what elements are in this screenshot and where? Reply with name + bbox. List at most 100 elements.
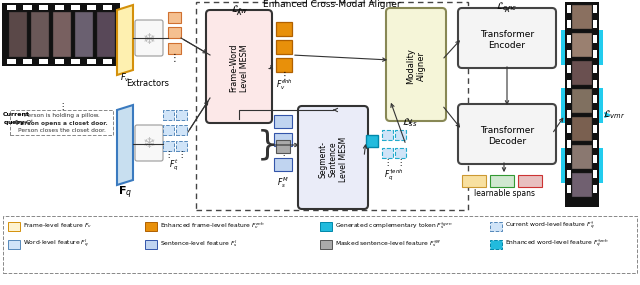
Bar bbox=[145, 222, 157, 231]
Bar bbox=[8, 240, 20, 249]
Bar bbox=[567, 5, 571, 13]
Bar bbox=[567, 110, 571, 118]
Text: $F_v$: $F_v$ bbox=[120, 72, 130, 84]
Bar bbox=[567, 95, 571, 103]
Bar bbox=[7, 59, 16, 64]
Bar bbox=[320, 240, 332, 249]
FancyBboxPatch shape bbox=[206, 10, 272, 123]
Bar bbox=[87, 5, 96, 10]
Text: $F_v^{enh}$: $F_v^{enh}$ bbox=[276, 78, 292, 92]
Bar bbox=[176, 110, 187, 120]
Bar bbox=[55, 5, 64, 10]
Bar bbox=[168, 43, 181, 54]
Bar bbox=[8, 222, 20, 231]
FancyBboxPatch shape bbox=[386, 8, 446, 121]
Bar bbox=[572, 61, 592, 85]
Text: ⋮: ⋮ bbox=[383, 158, 391, 166]
Bar bbox=[593, 110, 597, 118]
Bar bbox=[168, 27, 181, 38]
Bar bbox=[103, 5, 112, 10]
Bar bbox=[274, 115, 292, 128]
Bar bbox=[599, 30, 603, 65]
Text: ⋮: ⋮ bbox=[279, 148, 287, 158]
Bar bbox=[593, 5, 597, 13]
Text: $F_s^M$: $F_s^M$ bbox=[277, 176, 289, 190]
Text: Enhanced frame-level feature $F_v^{enh}$: Enhanced frame-level feature $F_v^{enh}$ bbox=[160, 221, 265, 231]
Bar bbox=[382, 130, 393, 140]
Text: ❄: ❄ bbox=[143, 32, 156, 46]
Bar bbox=[518, 175, 542, 187]
Bar bbox=[593, 125, 597, 133]
Bar bbox=[23, 5, 32, 10]
Text: Current
query $Q^t$: Current query $Q^t$ bbox=[3, 112, 35, 128]
Bar bbox=[572, 145, 592, 169]
Text: $\mathcal{L}_{enc}$: $\mathcal{L}_{enc}$ bbox=[497, 1, 518, 13]
Bar bbox=[145, 240, 157, 249]
Bar bbox=[276, 58, 292, 72]
Text: Segment-
Sentence
Level MESM: Segment- Sentence Level MESM bbox=[318, 137, 348, 182]
Bar bbox=[366, 135, 378, 147]
Bar bbox=[599, 148, 603, 183]
Bar bbox=[276, 22, 292, 36]
Text: ⋮: ⋮ bbox=[279, 71, 289, 81]
Bar bbox=[163, 141, 174, 151]
Text: $F_q^t$: $F_q^t$ bbox=[169, 157, 179, 173]
Bar bbox=[9, 12, 27, 57]
Bar bbox=[567, 50, 571, 58]
Text: Person closes the closet door.: Person closes the closet door. bbox=[18, 127, 106, 133]
Text: Sentence-level feature $F_s^l$: Sentence-level feature $F_s^l$ bbox=[160, 239, 237, 249]
Bar bbox=[163, 110, 174, 120]
Bar bbox=[87, 59, 96, 64]
Bar bbox=[7, 5, 16, 10]
Bar bbox=[395, 148, 406, 158]
Bar bbox=[567, 155, 571, 163]
Bar bbox=[103, 59, 112, 64]
Bar bbox=[572, 89, 592, 113]
Bar bbox=[97, 12, 115, 57]
Bar bbox=[196, 2, 468, 210]
FancyBboxPatch shape bbox=[135, 20, 163, 56]
Text: ⋮: ⋮ bbox=[177, 150, 185, 158]
Text: $F_q^{\dagger enh}$: $F_q^{\dagger enh}$ bbox=[384, 167, 404, 183]
Bar bbox=[2, 3, 120, 66]
Text: $\mathbf{F}_q$: $\mathbf{F}_q$ bbox=[118, 185, 132, 201]
Bar bbox=[382, 148, 393, 158]
Bar bbox=[567, 140, 571, 148]
Bar bbox=[593, 185, 597, 193]
Text: Transformer
Encoder: Transformer Encoder bbox=[480, 30, 534, 50]
Bar bbox=[567, 20, 571, 28]
Bar bbox=[593, 50, 597, 58]
Bar bbox=[599, 88, 603, 123]
FancyBboxPatch shape bbox=[298, 106, 368, 209]
Text: Enhanced word-level feature $F_q^{\dagger enh}$: Enhanced word-level feature $F_q^{\dagge… bbox=[505, 238, 609, 250]
Bar bbox=[276, 140, 290, 153]
Text: ❄: ❄ bbox=[143, 137, 156, 152]
FancyBboxPatch shape bbox=[458, 104, 556, 164]
Text: Word-level feature $F_q^l$: Word-level feature $F_q^l$ bbox=[23, 238, 89, 250]
Bar bbox=[567, 65, 571, 73]
Bar bbox=[75, 12, 93, 57]
Text: Person opens a closet door.: Person opens a closet door. bbox=[16, 121, 108, 125]
Text: Frame-Word
Level MESM: Frame-Word Level MESM bbox=[229, 44, 249, 92]
Bar bbox=[71, 5, 80, 10]
Bar bbox=[593, 35, 597, 43]
Bar bbox=[490, 240, 502, 249]
Text: Generated complementary token $F_s^{\dagger gen}$: Generated complementary token $F_s^{\dag… bbox=[335, 221, 452, 231]
Bar bbox=[561, 30, 565, 65]
Bar bbox=[320, 222, 332, 231]
Bar bbox=[567, 80, 571, 88]
FancyBboxPatch shape bbox=[458, 8, 556, 68]
Bar bbox=[490, 175, 514, 187]
Text: Transformer
Decoder: Transformer Decoder bbox=[480, 126, 534, 146]
Bar bbox=[593, 95, 597, 103]
Bar bbox=[572, 117, 592, 141]
Bar bbox=[593, 170, 597, 178]
Text: $\mathcal{L}_{ss}$: $\mathcal{L}_{ss}$ bbox=[402, 117, 418, 129]
Bar bbox=[395, 130, 406, 140]
Text: }: } bbox=[257, 129, 278, 162]
Text: ⋮: ⋮ bbox=[396, 158, 404, 166]
Bar bbox=[593, 140, 597, 148]
Bar bbox=[565, 2, 599, 207]
Bar bbox=[593, 80, 597, 88]
Bar bbox=[274, 133, 292, 146]
